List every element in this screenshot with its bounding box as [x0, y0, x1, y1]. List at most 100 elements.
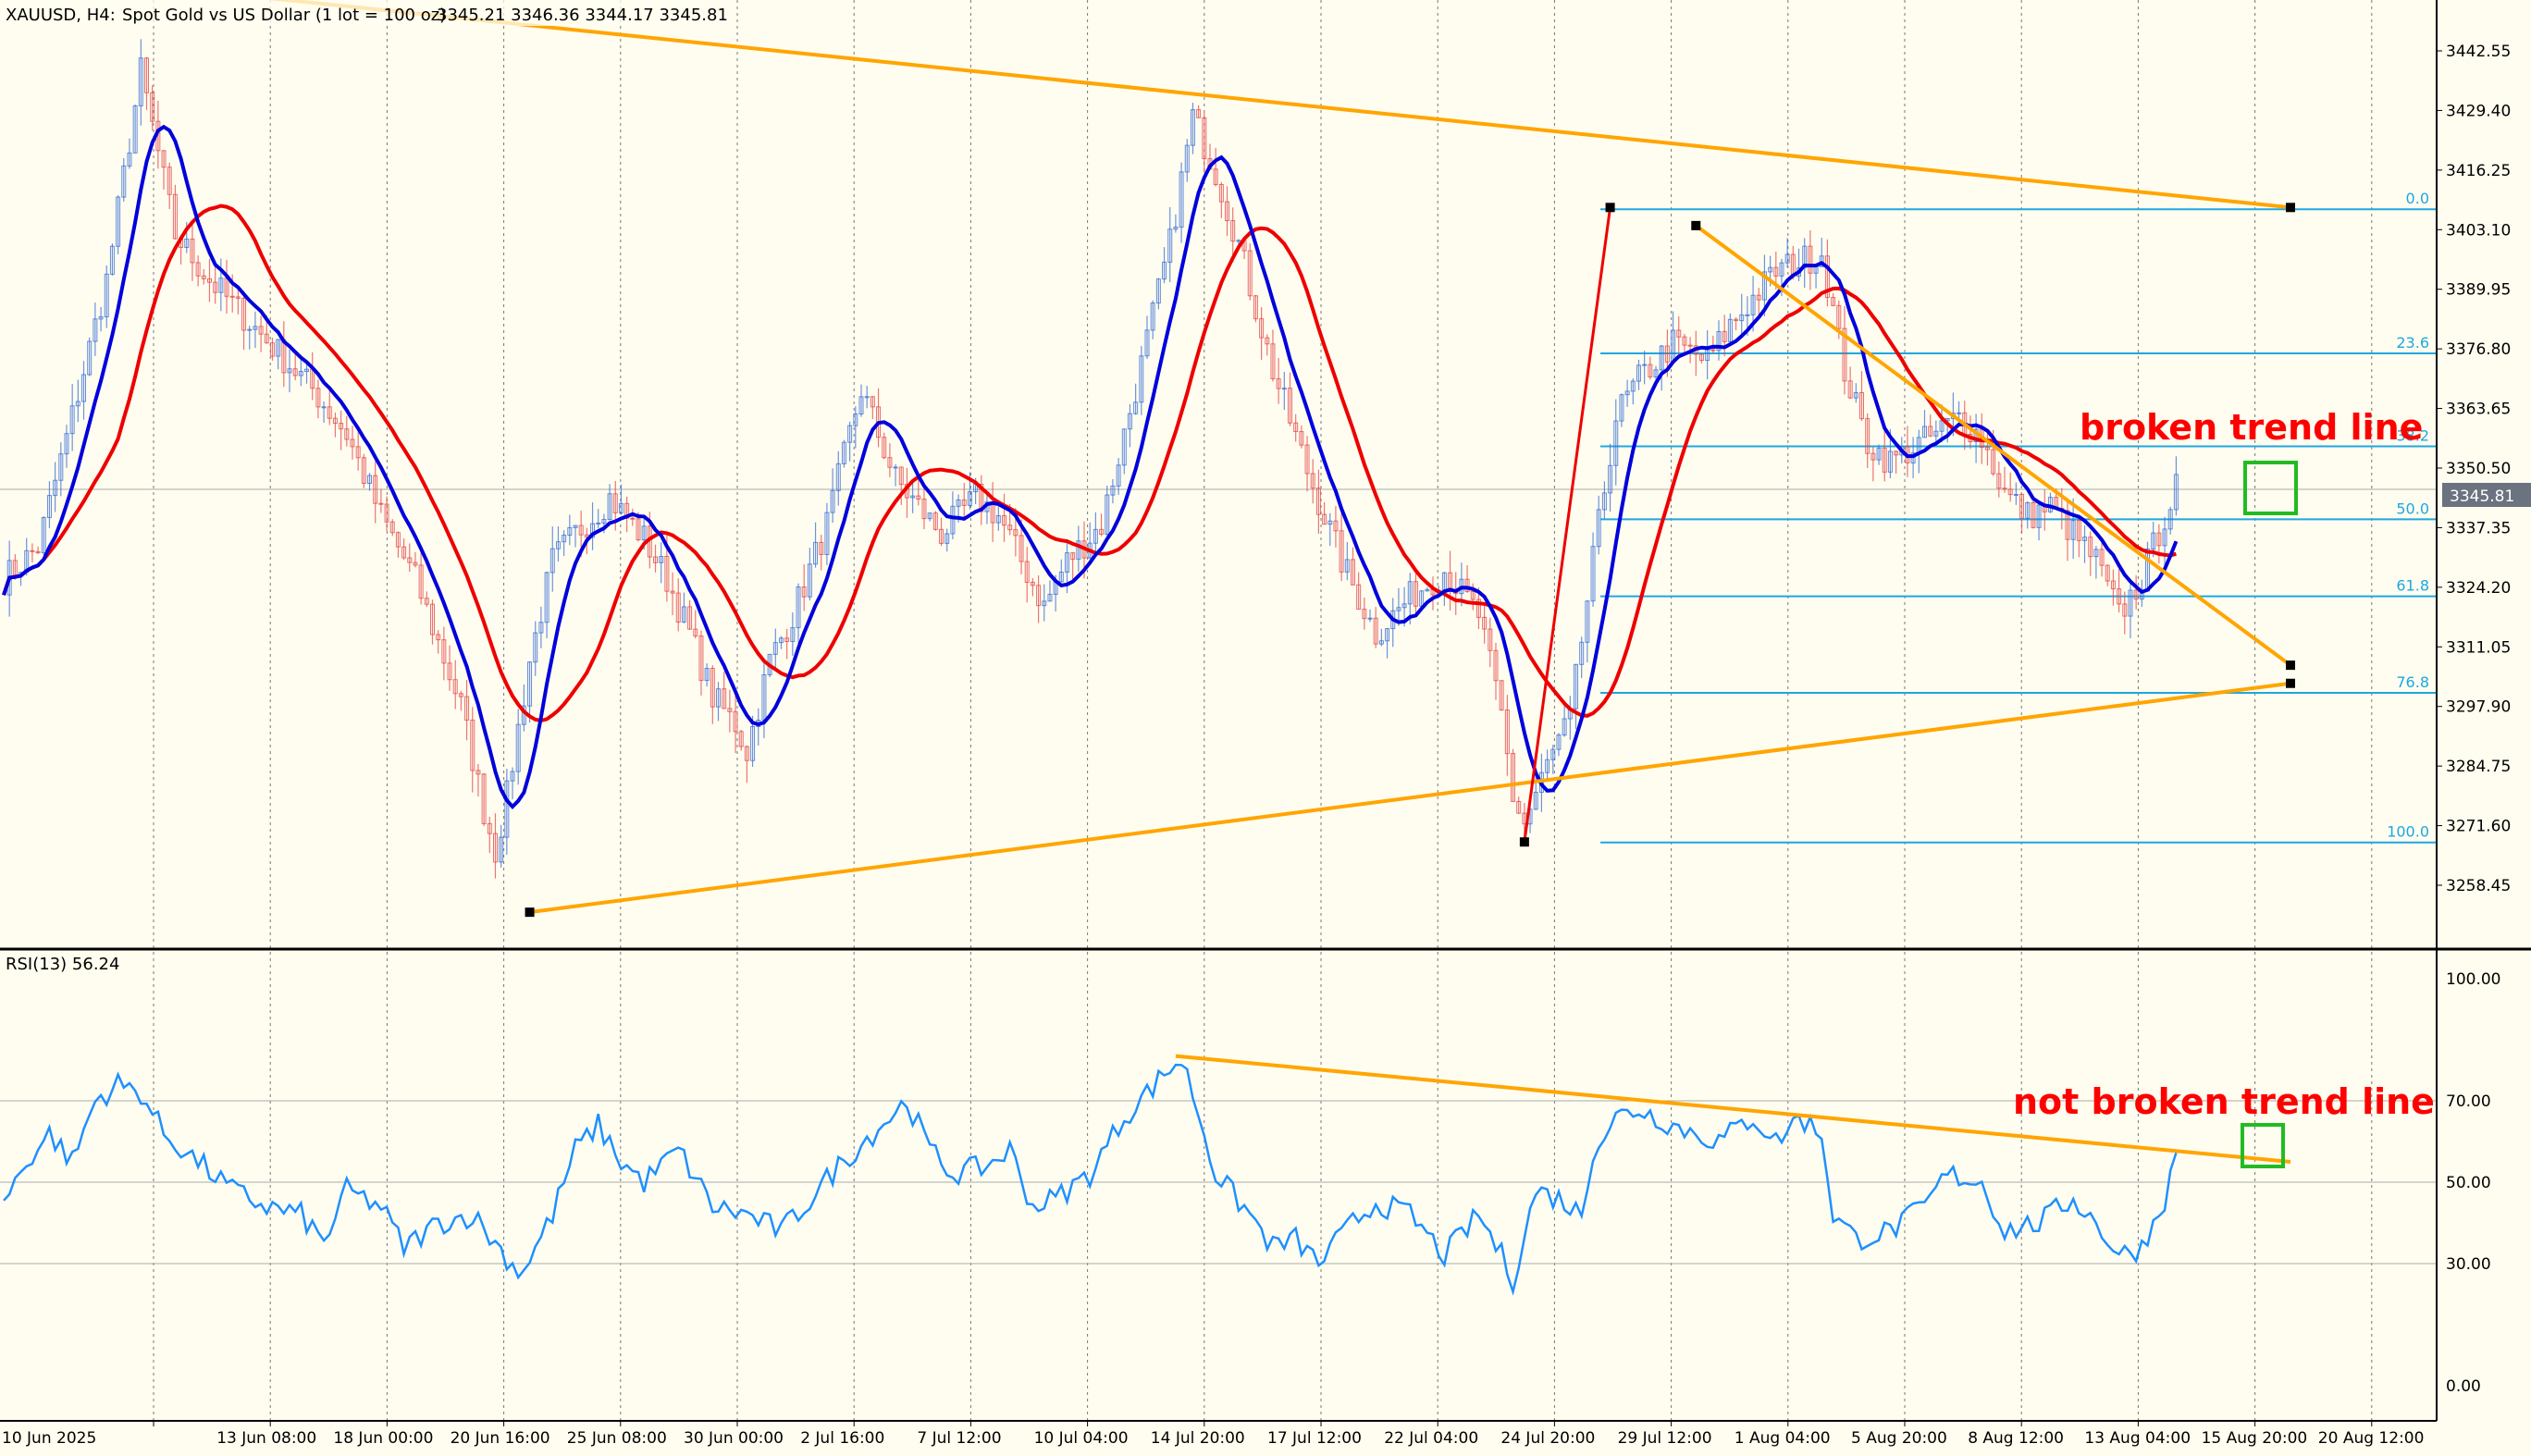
candle-body [109, 245, 115, 275]
candle-body [213, 281, 218, 293]
candle-body [1556, 734, 1562, 750]
time-tick-label: 5 Aug 20:00 [1851, 1429, 1947, 1448]
candle-body [555, 541, 561, 549]
candle-body [321, 406, 327, 409]
candle-body [1350, 559, 1355, 586]
candle-body [887, 457, 893, 468]
candle-body [1939, 420, 1945, 432]
candle-body [1933, 430, 1939, 437]
candle-body [487, 822, 492, 834]
price-tick-label: 3271.60 [2446, 818, 2511, 836]
candle-body [710, 668, 715, 708]
candle-body [510, 771, 515, 782]
candle-body [2019, 493, 2025, 519]
candle-body [1362, 609, 1367, 620]
candle-body [573, 524, 578, 528]
candle-body [218, 278, 224, 293]
candle-body [1831, 297, 1836, 306]
candle-body [499, 836, 504, 863]
candle-body [1773, 266, 1779, 277]
candle-body [801, 586, 807, 598]
time-tick-label: 22 Jul 04:00 [1384, 1429, 1478, 1448]
candle-body [2025, 502, 2031, 519]
candle-body [1058, 571, 1064, 583]
candle-body [538, 622, 544, 634]
candle-body [1396, 607, 1401, 611]
candle-body [590, 523, 596, 538]
candle-body [1002, 515, 1006, 526]
candle-body [979, 483, 984, 512]
candle-body [1333, 520, 1339, 532]
price-tick-label: 3284.75 [2446, 758, 2511, 776]
candle-body [1464, 578, 1470, 592]
candle-body [1504, 709, 1510, 755]
candle-body [618, 502, 623, 513]
candle-body [430, 603, 435, 635]
current-price-marker [2442, 483, 2531, 507]
candle-body [292, 368, 298, 376]
rsi-header: RSI(13) 56.24 [6, 955, 119, 974]
candle-body [121, 165, 127, 198]
candle-body [1596, 509, 1601, 548]
time-tick-label: 7 Jul 12:00 [917, 1429, 1001, 1448]
candle-body [441, 639, 447, 664]
candle-body [304, 368, 310, 373]
candle-body [1579, 641, 1585, 665]
candle-body [1516, 800, 1522, 814]
rsi-tick-label: 0.00 [2446, 1377, 2481, 1396]
candle-body [750, 726, 756, 761]
candle-body [1339, 530, 1344, 573]
candle-body [64, 433, 69, 455]
candle-body [247, 328, 253, 331]
price-tick-label: 3376.80 [2446, 340, 2511, 359]
candle-body [1127, 413, 1132, 430]
not-broken-trend-line-annotation: not broken trend line [2013, 1081, 2435, 1122]
candle-body [464, 696, 470, 721]
time-tick-label: 20 Jun 16:00 [451, 1429, 550, 1448]
time-tick-label: 1 Aug 04:00 [1735, 1429, 1831, 1448]
ohlc-values: 3345.21 3346.36 3344.17 3345.81 [437, 6, 728, 25]
fibonacci-retracement[interactable]: 0.0 23.6 38.2 50.0 61.8 76.8 100.0 [1600, 190, 2437, 844]
candle-body [1007, 524, 1013, 531]
candle-body [1042, 600, 1047, 607]
current-price-label: 3345.81 [2450, 487, 2514, 506]
time-tick-label: 25 Jun 08:00 [567, 1429, 667, 1448]
candle-body [1179, 171, 1184, 228]
candle-body [1847, 380, 1853, 399]
price-tick-label: 3403.10 [2446, 221, 2511, 240]
candle-body [1887, 450, 1893, 473]
candle-body [424, 598, 429, 605]
candle-body [607, 493, 612, 520]
candle-body [367, 475, 373, 484]
price-tick-label: 3337.35 [2446, 519, 2511, 537]
trend-line-anchor [2286, 660, 2295, 671]
candle-body [1722, 330, 1727, 342]
candle-body [515, 723, 521, 772]
candle-body [2099, 549, 2105, 566]
candle-body [1928, 426, 1933, 437]
candle-body [1808, 245, 1813, 274]
candle-body [2002, 487, 2007, 490]
trend-line-anchor [525, 907, 535, 918]
price-tick-label: 3442.55 [2446, 43, 2511, 61]
candle-body [813, 541, 819, 565]
candle-body [1196, 109, 1202, 118]
candle-body [1121, 428, 1127, 466]
candle-body [693, 628, 698, 637]
candle-body [527, 661, 533, 707]
candle-body [830, 489, 835, 513]
candle-body [1218, 183, 1224, 203]
candle-body [744, 746, 749, 761]
candle-body [2070, 520, 2076, 540]
candle-body [258, 326, 264, 335]
candle-body [1624, 390, 1630, 396]
trend-lines[interactable] [232, 0, 2295, 918]
candle-body [389, 521, 395, 534]
candle-body [898, 466, 904, 486]
candle-body [315, 388, 321, 408]
candle-body [452, 679, 458, 695]
candle-body [401, 546, 407, 559]
candle-body [733, 710, 738, 733]
